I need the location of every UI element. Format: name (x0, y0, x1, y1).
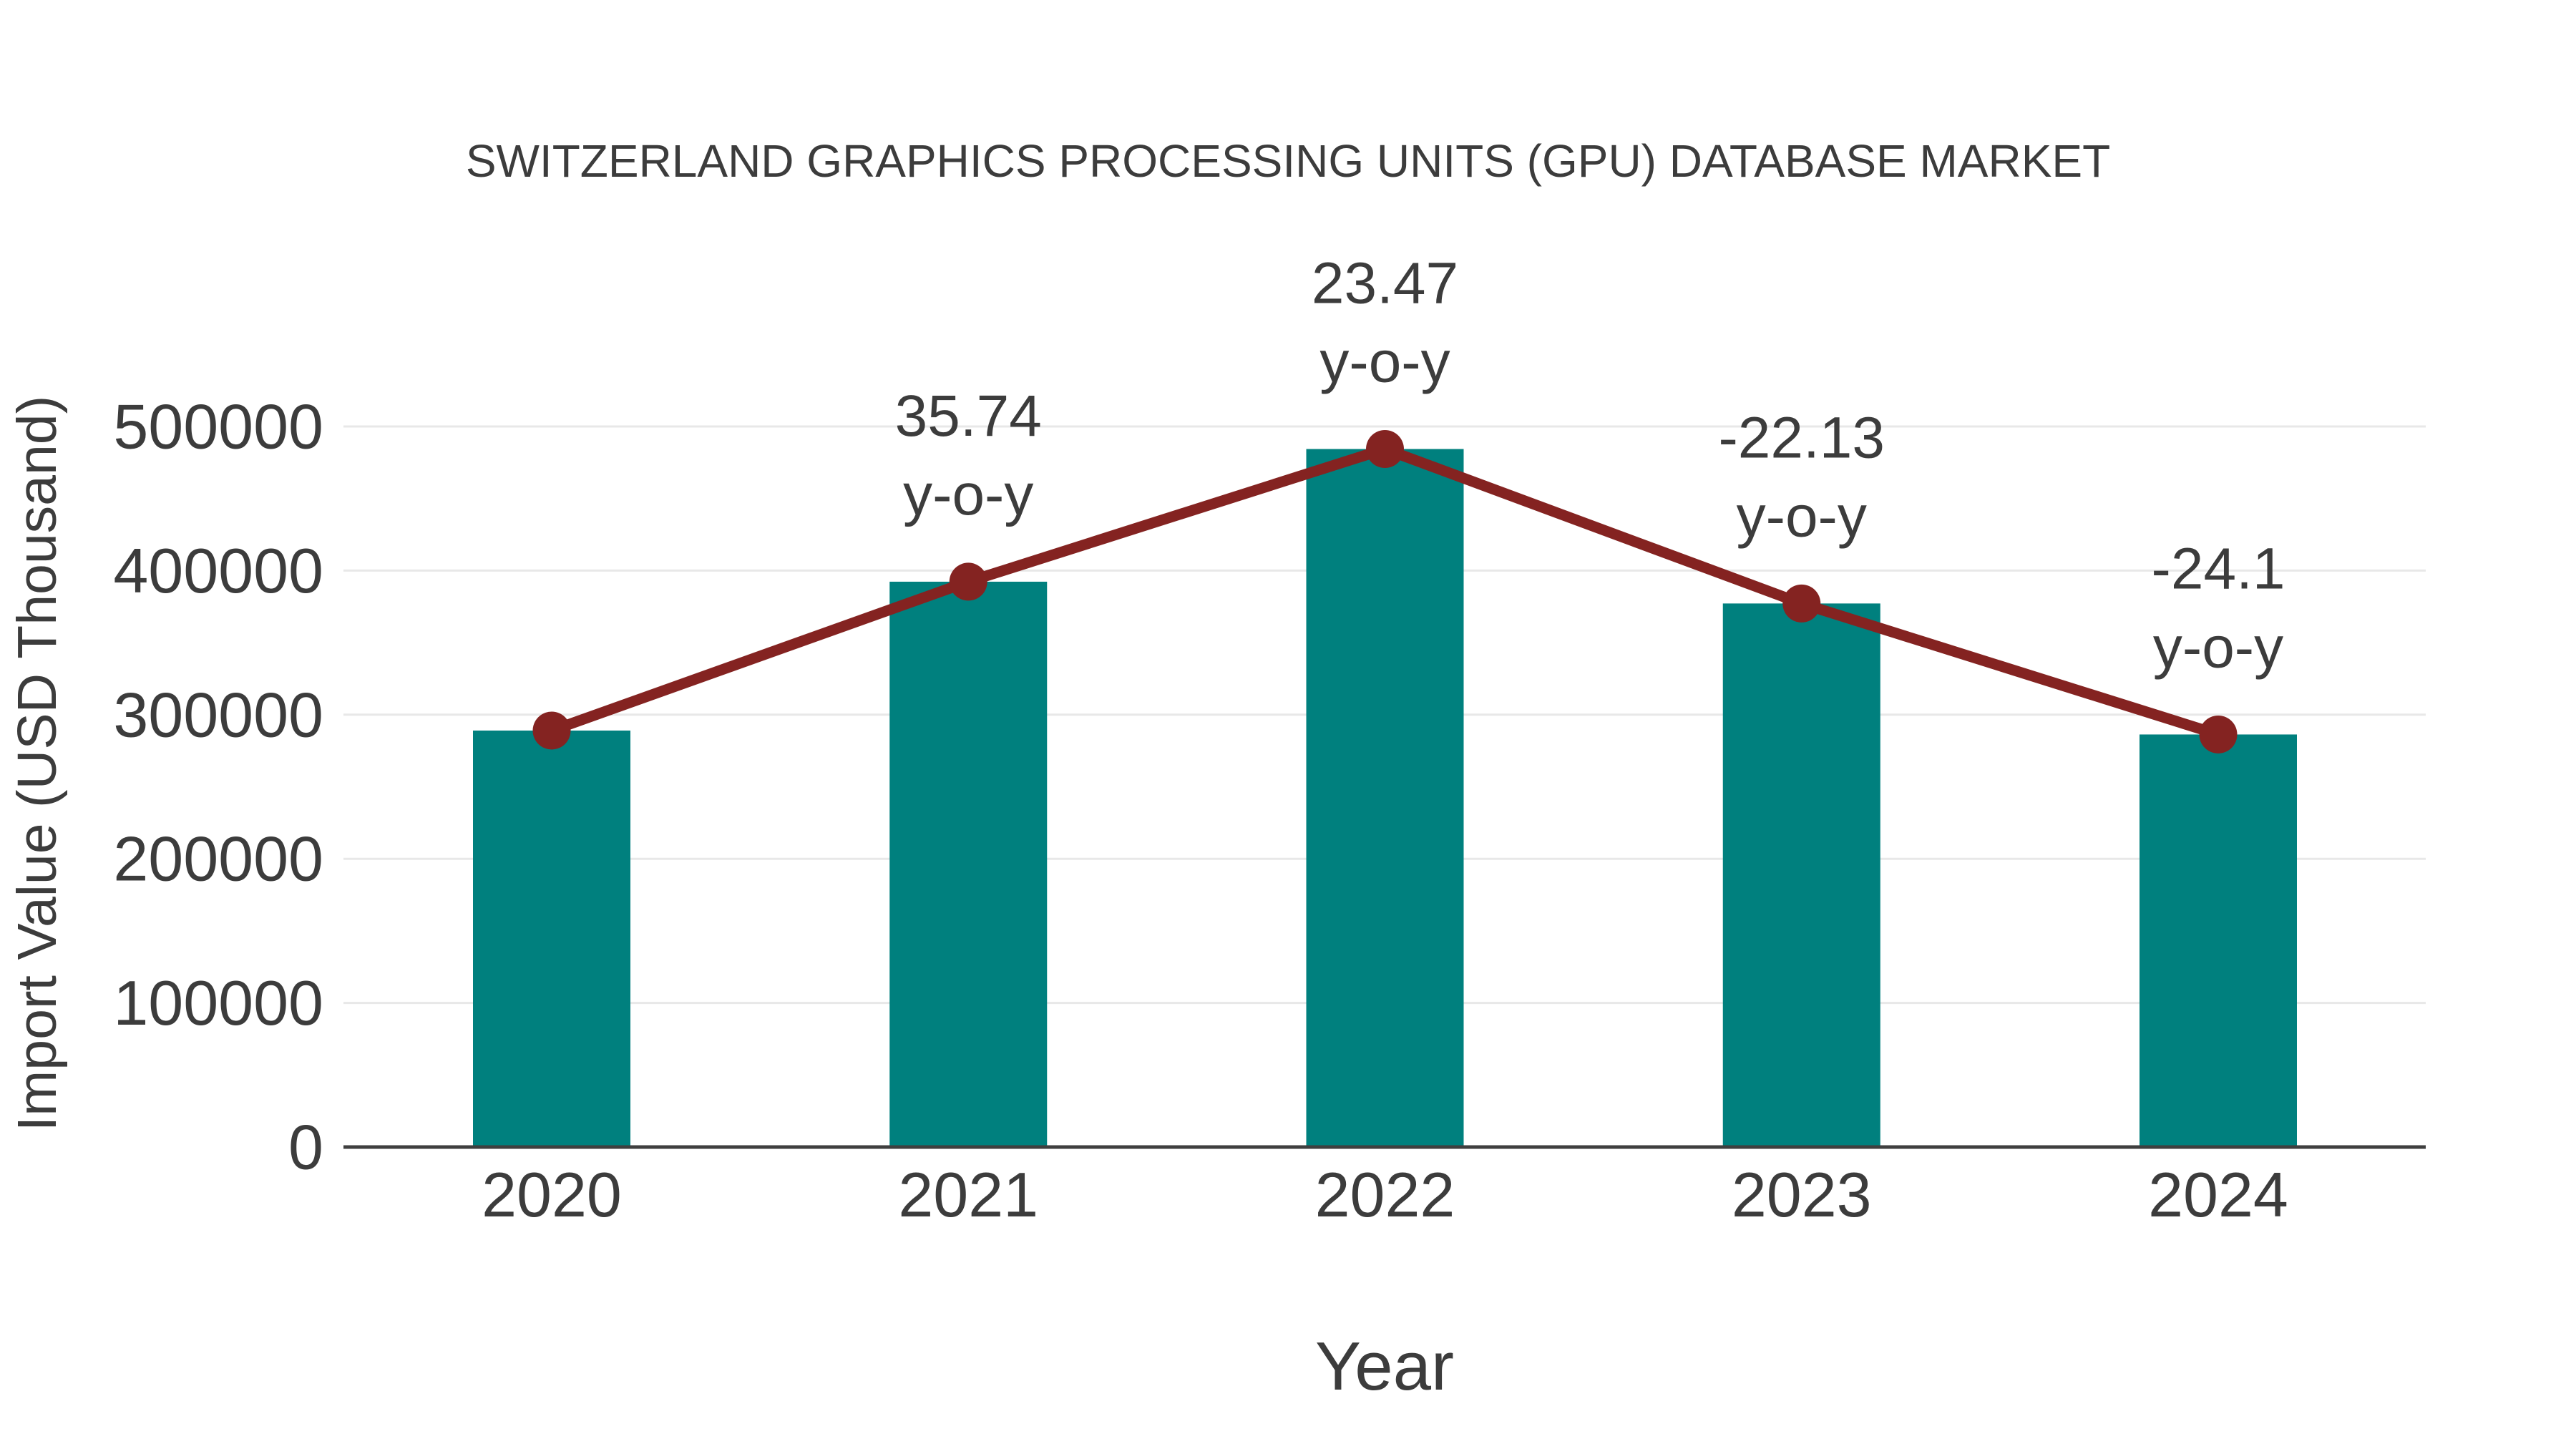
chart-title: SWITZERLAND GRAPHICS PROCESSING UNITS (G… (466, 135, 2110, 187)
annotation-value: 23.47 (1312, 251, 1458, 316)
annotation-label: y-o-y (1319, 330, 1450, 395)
x-tick-label: 2020 (482, 1159, 622, 1230)
trend-marker-2022 (1366, 430, 1404, 469)
trend-marker-2021 (949, 562, 987, 601)
x-tick-label: 2024 (2148, 1159, 2288, 1230)
trend-marker-2024 (2199, 715, 2238, 753)
annotation-label: y-o-y (903, 462, 1033, 527)
bar-2021 (889, 581, 1048, 1147)
trend-marker-2020 (532, 711, 571, 750)
x-tick-labels: 2020 2021 2022 2023 2024 (482, 1159, 2288, 1230)
bar-2024 (2140, 734, 2297, 1147)
x-tick-label: 2021 (898, 1159, 1038, 1230)
y-tick-labels: 0 100000 200000 300000 400000 500000 (113, 391, 323, 1183)
x-tick-label: 2022 (1315, 1159, 1455, 1230)
x-tick-label: 2023 (1732, 1159, 1872, 1230)
annotation-label: y-o-y (1737, 484, 1867, 549)
y-tick-label: 200000 (113, 824, 323, 894)
bar-2023 (1722, 603, 1880, 1147)
y-axis-title: Import Value (USD Thousand) (6, 396, 68, 1132)
y-tick-label: 400000 (113, 535, 323, 606)
trend-markers (532, 430, 2238, 753)
trend-marker-2023 (1782, 584, 1821, 623)
bars (473, 449, 2297, 1147)
annotation-value: -24.1 (2152, 536, 2285, 601)
y-tick-label: 500000 (113, 391, 323, 462)
x-axis-title: Year (1315, 1328, 1454, 1405)
annotation-value: 35.74 (895, 384, 1042, 449)
bar-2020 (473, 730, 630, 1147)
y-tick-label: 0 (288, 1112, 323, 1183)
bar-2022 (1306, 449, 1464, 1147)
y-tick-label: 300000 (113, 679, 323, 750)
y-tick-label: 100000 (113, 967, 323, 1038)
annotation-label: y-o-y (2153, 615, 2283, 680)
annotation-value: -22.13 (1718, 405, 1885, 470)
annotations: 35.74 y-o-y 23.47 y-o-y -22.13 y-o-y -24.1 y-o-… (895, 251, 2285, 680)
